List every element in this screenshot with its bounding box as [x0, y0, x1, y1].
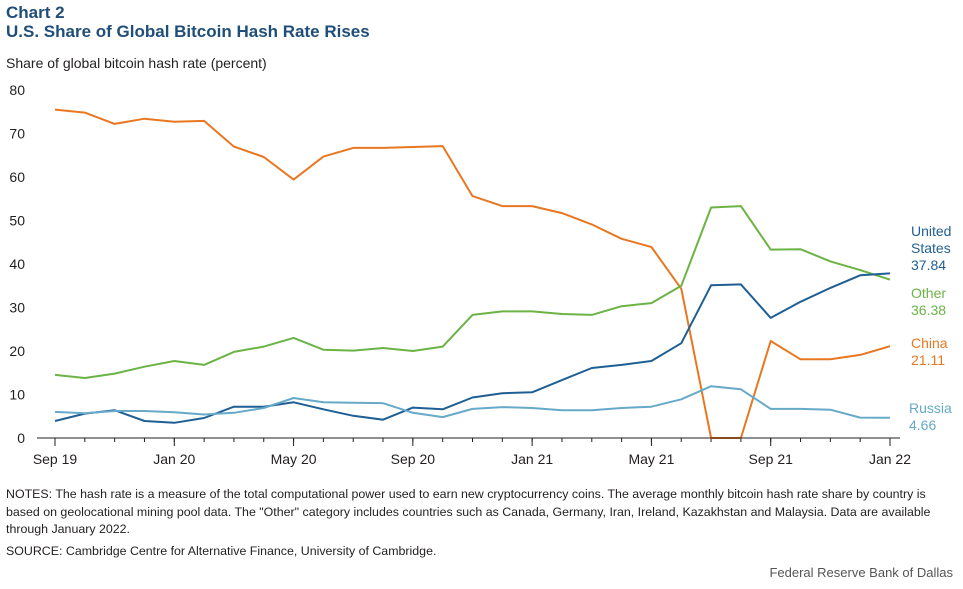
chart-source: SOURCE: Cambridge Centre for Alternative…: [6, 544, 437, 558]
end-label-united-states: United States 37.84: [911, 223, 951, 274]
end-label-united-states-value: 37.84: [911, 257, 947, 273]
end-label-united-states-name-2: States: [911, 240, 951, 256]
x-tick-label: Sep 20: [391, 451, 436, 467]
y-tick-label: 30: [9, 300, 25, 316]
x-tick-label: Sep 21: [749, 451, 794, 467]
y-tick-label: 20: [9, 343, 25, 359]
series-line-china: [54, 108, 891, 439]
y-tick-label: 60: [9, 169, 25, 185]
y-tick-label: 80: [9, 82, 25, 98]
x-tick-label: Jan 22: [869, 451, 911, 467]
y-tick-label: 10: [9, 387, 25, 403]
series-line-russia: [54, 385, 891, 419]
series-line-other: [54, 205, 891, 379]
series-line-united-states: [54, 272, 891, 424]
x-tick-label: Jan 21: [511, 451, 553, 467]
end-label-china-value: 21.11: [911, 352, 945, 368]
end-label-china-name: China: [911, 335, 948, 351]
y-tick-label: 50: [9, 213, 25, 229]
y-tick-label: 70: [9, 126, 25, 142]
x-tick-label: Jan 20: [153, 451, 195, 467]
end-label-china: China 21.11: [911, 335, 948, 369]
chart-notes: NOTES: The hash rate is a measure of the…: [6, 487, 931, 536]
end-label-russia-name: Russia: [909, 400, 952, 416]
y-axis-label: Share of global bitcoin hash rate (perce…: [6, 55, 267, 71]
y-tick-label: 40: [9, 256, 25, 272]
chart-title: U.S. Share of Global Bitcoin Hash Rate R…: [6, 22, 370, 41]
x-tick-label: May 20: [271, 451, 317, 467]
chart-credit: Federal Reserve Bank of Dallas: [769, 565, 953, 580]
end-label-russia-value: 4.66: [909, 417, 937, 433]
end-label-russia: Russia 4.66: [909, 400, 952, 434]
end-label-other-name: Other: [911, 285, 947, 301]
end-label-united-states-name-1: United: [911, 223, 952, 239]
end-label-other-value: 36.38: [911, 302, 947, 318]
chart-number: Chart 2: [6, 3, 65, 22]
x-tick-label: Sep 19: [33, 451, 78, 467]
end-label-other: Other 36.38: [911, 285, 946, 319]
y-tick-label: 0: [17, 430, 25, 446]
x-tick-label: May 21: [628, 451, 674, 467]
